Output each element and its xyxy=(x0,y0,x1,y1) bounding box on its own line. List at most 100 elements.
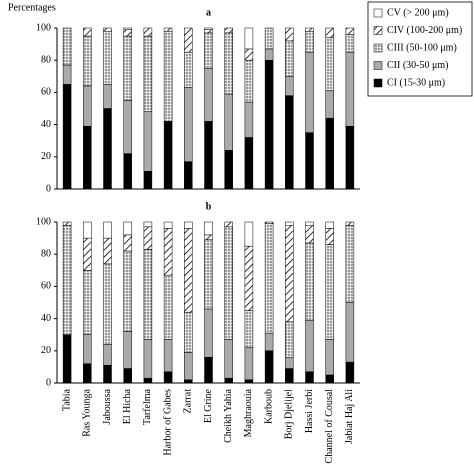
bar-segment xyxy=(264,27,274,50)
legend-swatch xyxy=(373,61,383,70)
bar-segment xyxy=(204,308,213,358)
legend-box xyxy=(367,1,473,97)
bar-segment xyxy=(244,221,254,247)
legend-label: CIV (100-200 μm) xyxy=(387,25,462,36)
bar-segment xyxy=(305,319,314,372)
bar-segment xyxy=(163,30,173,122)
bar-segment xyxy=(305,132,314,190)
bar-segment xyxy=(143,377,153,384)
bar-segment xyxy=(244,347,254,381)
bar-segment xyxy=(184,27,193,53)
legend-label: CII (30-50 μm) xyxy=(387,60,448,71)
bar-segment xyxy=(345,34,355,53)
bar-segment xyxy=(184,379,193,384)
bar-segment xyxy=(305,51,314,133)
bar-segment xyxy=(143,226,153,250)
bar-segment xyxy=(204,27,213,30)
x-tick-label: Harbor of Gabes xyxy=(162,389,173,456)
panel-title: b xyxy=(206,201,212,212)
bar-segment xyxy=(83,27,92,37)
bar-segment xyxy=(325,27,334,38)
bar-segment xyxy=(143,171,153,190)
x-tick-label: Tabia xyxy=(61,388,72,411)
bar-segment xyxy=(285,76,294,96)
bar-segment xyxy=(345,51,355,127)
x-tick-label: El Hicha xyxy=(122,388,133,424)
x-tick-label: Jabiat Haj Ali xyxy=(344,389,355,444)
bar-segment xyxy=(345,125,355,190)
bar-segment xyxy=(264,350,274,384)
bar-segment xyxy=(325,339,334,376)
bar-segment xyxy=(305,221,314,226)
legend-swatch xyxy=(373,26,383,35)
bar-segment xyxy=(123,35,132,101)
bar-segment xyxy=(123,250,132,332)
bar-segment xyxy=(143,27,153,37)
bar-segment xyxy=(143,339,153,379)
legend-swatch xyxy=(373,43,383,53)
bar-segment xyxy=(103,365,112,384)
x-tick-label: Karboub xyxy=(263,389,274,424)
bar-segment xyxy=(244,101,254,138)
x-tick-label: Zarrat xyxy=(183,389,194,414)
bar-segment xyxy=(305,242,314,321)
bar-segment xyxy=(83,334,92,364)
x-tick-label: Borj Djelijel xyxy=(284,389,295,439)
legend-label: CIII (50-100 μm) xyxy=(387,42,457,53)
bar-segment xyxy=(244,137,254,190)
bar-segment xyxy=(163,371,173,384)
bar-segment xyxy=(103,237,112,265)
y-tick-label: 20 xyxy=(41,151,51,162)
bar-segment xyxy=(83,85,92,127)
bar-segment xyxy=(285,27,294,42)
bar-segment xyxy=(264,59,274,190)
bar-segment xyxy=(325,117,334,190)
bar-segment xyxy=(163,27,173,32)
legend-swatch xyxy=(373,78,383,88)
bar-segment xyxy=(143,35,153,112)
bar-segment xyxy=(123,234,132,252)
bar-segment xyxy=(325,374,334,384)
bar-segment xyxy=(163,339,173,372)
y-tick-label: 40 xyxy=(41,313,51,324)
bar-segment xyxy=(345,224,355,303)
x-tick-label: Hassi Jerbi xyxy=(304,389,315,433)
bar-segment xyxy=(345,221,355,226)
bar-segment xyxy=(184,87,193,162)
bar-segment xyxy=(123,331,132,369)
bar-segment xyxy=(345,302,355,363)
bar-segment xyxy=(123,221,132,236)
bar-segment xyxy=(83,221,92,239)
bar-segment xyxy=(163,228,173,276)
y-tick-label: 100 xyxy=(36,216,51,227)
bar-segment xyxy=(204,221,213,236)
bar-segment xyxy=(244,59,254,103)
bar-segment xyxy=(264,223,274,334)
bar-segment xyxy=(103,221,112,239)
bar-segment xyxy=(184,352,193,381)
bar-segment xyxy=(244,48,254,61)
bar-segment xyxy=(83,363,92,384)
bar-segment xyxy=(123,368,132,384)
bar-segment xyxy=(62,221,72,226)
x-tick-label: Jaboussa xyxy=(102,388,113,424)
bar-segment xyxy=(62,334,72,384)
bar-segment xyxy=(305,371,314,384)
bar-segment xyxy=(204,29,213,34)
bar-segment xyxy=(345,27,355,35)
bar-segment xyxy=(285,221,294,226)
bar-segment xyxy=(285,356,294,369)
y-tick-label: 20 xyxy=(41,345,51,356)
bar-segment xyxy=(123,29,132,37)
x-tick-label: Cheikh Yahia xyxy=(223,388,234,442)
bar-segment xyxy=(244,245,254,311)
bar-segment xyxy=(123,100,132,154)
bar-segment xyxy=(143,221,153,228)
bar-segment xyxy=(325,37,334,92)
bar-segment xyxy=(224,32,233,95)
bar-segment xyxy=(325,221,334,229)
bar-segment xyxy=(184,311,193,353)
bar-segment xyxy=(244,310,254,348)
bar-segment xyxy=(264,332,274,352)
